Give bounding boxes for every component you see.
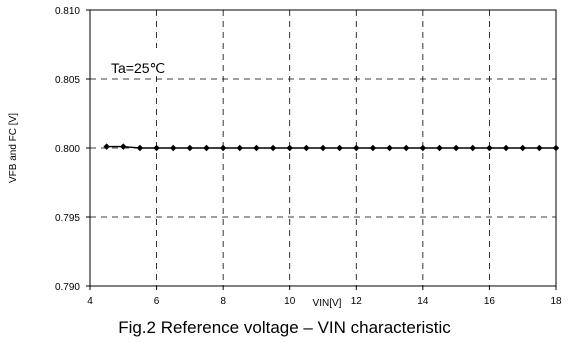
data-point-marker [253, 144, 260, 152]
data-point-marker [103, 143, 110, 150]
data-point-marker [486, 144, 493, 152]
x-tick-label: 16 [484, 296, 496, 307]
data-point-marker [419, 144, 427, 152]
data-point-marker [303, 144, 310, 152]
data-point-marker [452, 144, 460, 152]
data-point-marker [153, 144, 160, 152]
y-tick-label: 0.795 [55, 213, 80, 224]
data-point-marker [319, 144, 327, 152]
x-tick-label: 12 [351, 296, 363, 307]
figure-caption: Fig.2 Reference voltage – VIN characteri… [118, 318, 451, 337]
data-point-marker [219, 144, 227, 152]
data-point-marker [536, 144, 543, 152]
x-tick-label: 8 [220, 296, 226, 307]
series-line [106, 145, 556, 149]
temperature-annotation: Ta=25℃ [111, 60, 165, 76]
data-point-marker [170, 144, 177, 152]
data-point-marker [519, 144, 526, 152]
x-axis-title: VIN[V] [313, 298, 342, 309]
y-tick-label: 0.800 [55, 144, 80, 155]
data-point-marker [236, 144, 243, 152]
annotation-background [91, 48, 221, 76]
x-tick-label: 14 [417, 296, 429, 307]
x-tick-label: 18 [550, 296, 562, 307]
data-point-marker [336, 144, 343, 152]
data-point-marker [436, 144, 443, 152]
y-tick-label: 0.810 [55, 6, 80, 17]
data-point-marker [203, 144, 210, 152]
x-tick-label: 6 [154, 296, 160, 307]
data-point-marker [186, 144, 194, 152]
data-point-marker [353, 144, 360, 152]
x-tick-label: 4 [87, 296, 93, 307]
data-point-marker [386, 144, 393, 152]
y-tick-label: 0.790 [55, 282, 80, 293]
axis-ticks: 4 6 8 10 12 14 16 18 0.790 0.795 0.800 0.805 0.810 [55, 6, 562, 307]
y-tick-label: 0.805 [55, 75, 80, 86]
data-point-marker [369, 144, 377, 152]
data-point-marker [469, 144, 476, 152]
data-point-marker [286, 144, 293, 152]
data-series [103, 143, 560, 152]
y-axis-title: VFB and FC [V] [8, 113, 19, 183]
data-point-marker [502, 144, 510, 152]
x-tick-label: 10 [284, 296, 296, 307]
data-point-marker [552, 144, 560, 152]
data-point-marker [136, 144, 144, 152]
data-point-marker [120, 143, 127, 150]
data-point-marker [269, 144, 277, 152]
data-point-marker [403, 144, 410, 152]
